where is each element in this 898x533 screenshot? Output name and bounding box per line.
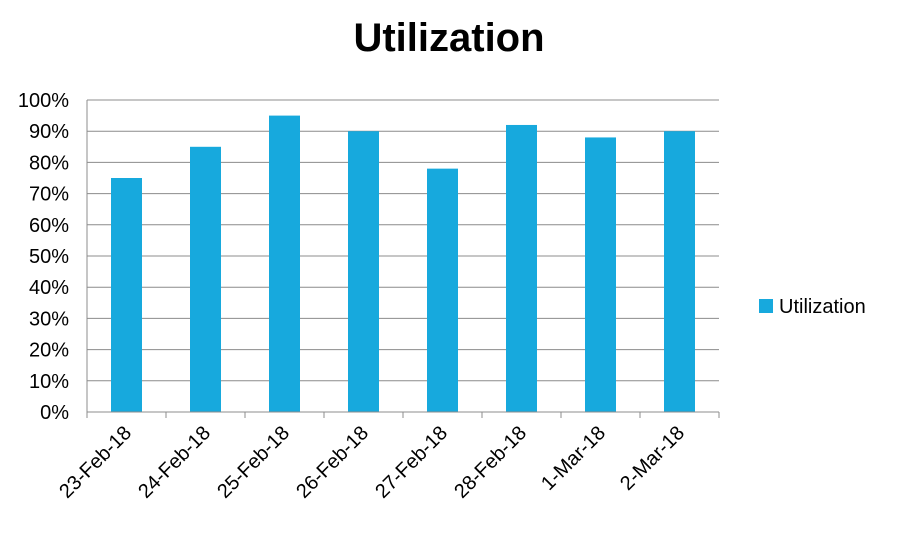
legend-label: Utilization (779, 296, 866, 318)
bar (664, 131, 695, 412)
bar (348, 131, 379, 412)
y-tick-label: 100% (18, 90, 69, 112)
y-tick-label: 80% (29, 152, 69, 174)
y-tick-label: 0% (40, 402, 69, 424)
legend-swatch (759, 299, 773, 313)
x-tick-label: 28-Feb-18 (450, 422, 531, 503)
x-tick-labels: 23-Feb-1824-Feb-1825-Feb-1826-Feb-1827-F… (55, 422, 689, 503)
y-tick-label: 40% (29, 277, 69, 299)
bar (111, 178, 142, 412)
x-tick-label: 2-Mar-18 (616, 422, 689, 495)
y-tick-label: 10% (29, 371, 69, 393)
y-tick-label: 60% (29, 215, 69, 237)
y-tick-label: 90% (29, 121, 69, 143)
legend: Utilization (759, 296, 866, 318)
chart-title: Utilization (353, 16, 545, 60)
gridlines (87, 99, 719, 382)
x-tick-label: 25-Feb-18 (213, 422, 294, 503)
y-tick-labels: 0% 10% 20% 30% 40% 50% 60% 70% 80% 90% 100% (18, 90, 69, 424)
x-tick-label: 24-Feb-18 (134, 422, 215, 503)
x-tick-label: 1-Mar-18 (537, 422, 610, 495)
bar (585, 137, 616, 412)
bar (427, 168, 458, 412)
x-tick-label: 27-Feb-18 (371, 422, 452, 503)
bar (506, 124, 537, 413)
x-tick-label: 26-Feb-18 (292, 422, 373, 503)
y-tick-label: 50% (29, 246, 69, 268)
bar (190, 146, 221, 413)
x-tick-label: 23-Feb-18 (55, 422, 136, 503)
bar-series (111, 115, 695, 413)
y-tick-label: 70% (29, 184, 69, 206)
bar (269, 115, 300, 412)
axes (86, 100, 720, 418)
y-tick-label: 20% (29, 340, 69, 362)
y-tick-label: 30% (29, 308, 69, 330)
